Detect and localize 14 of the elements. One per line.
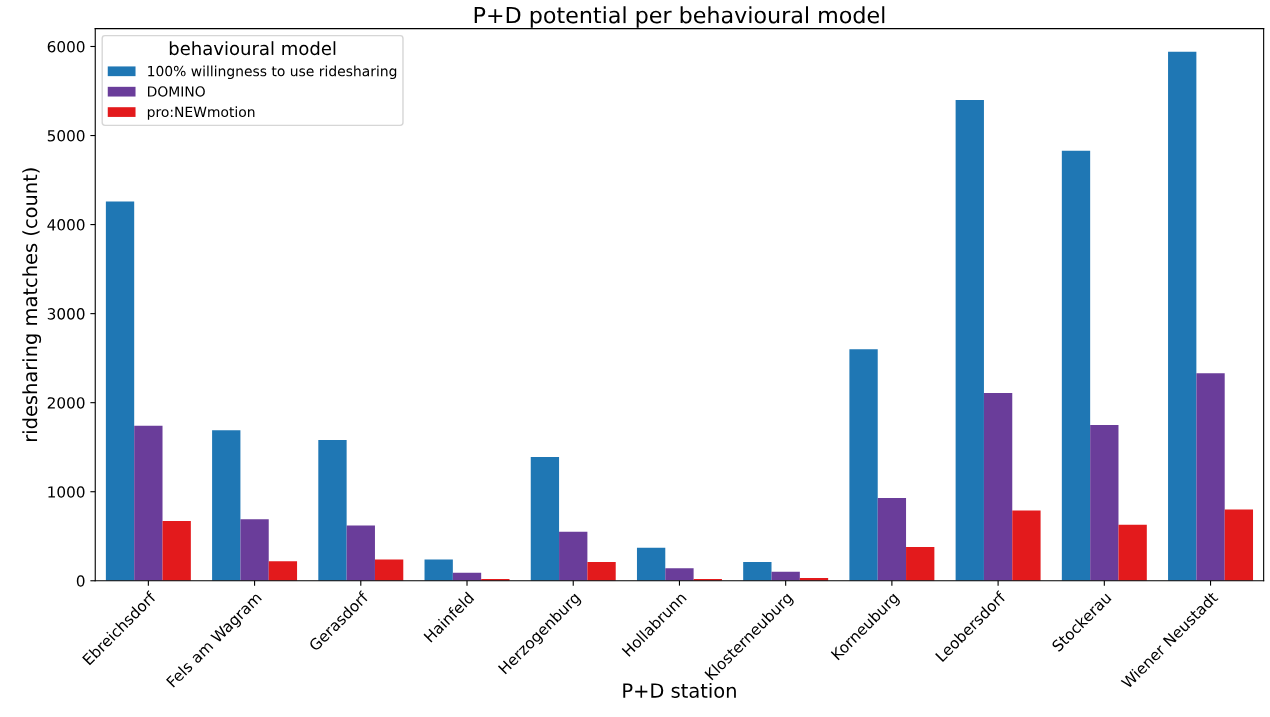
y-tick-label: 0 (76, 575, 85, 587)
x-axis-title: P+D station (623, 682, 736, 698)
legend-title: behavioural model (169, 41, 336, 56)
chart-title: P+D potential per behavioural model (474, 6, 885, 28)
y-tick-label: 3000 (47, 308, 85, 320)
y-tick-label: 1000 (48, 486, 85, 498)
y-tick-label: 6000 (47, 40, 85, 53)
y-tick-label: 5000 (47, 130, 85, 142)
legend-label: DOMINO (148, 86, 205, 97)
y-axis-title: ridesharing matches (count) (22, 168, 42, 442)
y-tick-label: 2000 (47, 397, 85, 409)
legend-label: 100% willingness to use ridesharing (148, 65, 397, 80)
legend-label: pro:NEWmotion (147, 106, 255, 120)
y-tick-label: 4000 (47, 219, 85, 231)
